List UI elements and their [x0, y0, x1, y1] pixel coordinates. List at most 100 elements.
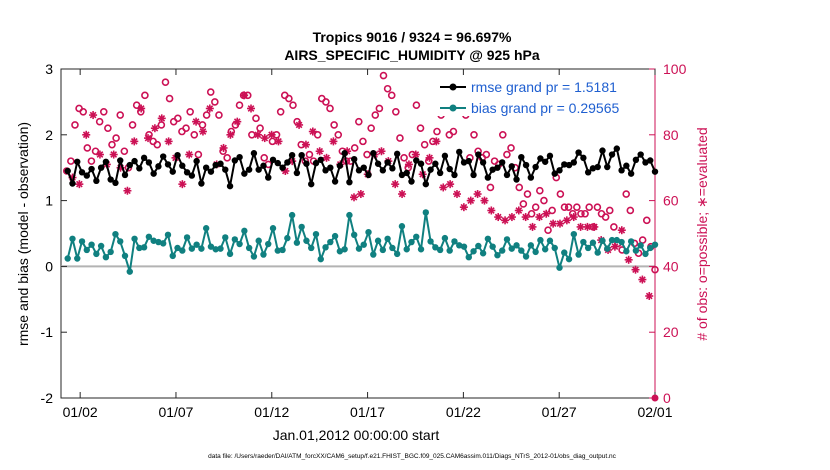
rmse-point [541, 158, 549, 165]
rmse-point [599, 147, 606, 154]
chart-subtitle: AIRS_SPECIFIC_HUMIDITY @ 925 hPa [284, 47, 540, 63]
plot-area: -2 -1 0 1 2 3 0 20 40 60 80 100 01/02 01/07 01/12 01/17… [41, 61, 687, 420]
obs-possible-marker [186, 107, 194, 116]
obs-possible-marker [141, 91, 149, 100]
rmse-point [331, 178, 339, 185]
rmse-point [413, 157, 420, 164]
obs-possible-marker [206, 88, 215, 96]
obs-possible-marker [99, 107, 108, 116]
obs-possible-marker [116, 111, 125, 119]
rmse-point [202, 164, 210, 171]
bias-point [217, 245, 224, 252]
obs-evaluated-marker [233, 117, 242, 126]
obs-possible-marker [128, 121, 137, 129]
y-tick-label-left: -1 [41, 324, 54, 340]
bias-point [145, 233, 153, 240]
bias-point [422, 209, 430, 216]
obs-possible-marker [387, 91, 396, 100]
obs-possible-marker [577, 209, 585, 218]
obs-possible-marker [182, 124, 190, 133]
bias-point [265, 240, 272, 248]
obs-possible-marker [416, 124, 425, 133]
x-tick-label: 01/02 [63, 404, 98, 420]
bias-point [623, 248, 630, 255]
obs-evaluated-marker [459, 203, 468, 212]
rmse-point [556, 167, 563, 174]
obs-possible-marker [252, 114, 260, 123]
bias-point [341, 246, 348, 253]
bias-point [484, 235, 492, 242]
obs-possible-marker [367, 124, 375, 133]
data-file-footnote: data file: /Users/raeder/DAI/ATM_forcXX/… [208, 453, 617, 460]
bias-point [179, 247, 186, 254]
rmse-point [136, 165, 143, 172]
rmse-point [575, 149, 582, 156]
obs-possible-marker [470, 131, 478, 139]
obs-possible-marker [371, 111, 380, 119]
obs-possible-marker [165, 94, 174, 103]
rmse-point [207, 168, 215, 175]
obs-possible-marker [540, 196, 548, 205]
obs-evaluated-marker [308, 127, 317, 136]
rmse-point [222, 166, 229, 173]
obs-evaluated-marker [205, 104, 214, 113]
rmse-point [494, 164, 501, 171]
bias-point [522, 253, 530, 260]
obs-possible-marker [482, 150, 491, 159]
obs-possible-marker [392, 107, 400, 116]
bias-point [169, 252, 176, 260]
y-tick-label-left: 3 [45, 61, 53, 77]
obs-possible-marker [194, 150, 203, 159]
rmse-point [341, 150, 348, 157]
rmse-point [255, 166, 262, 173]
y-tick-label-left: 0 [45, 258, 53, 274]
obs-evaluated-marker [82, 130, 91, 139]
obs-evaluated-marker [446, 180, 455, 189]
rmse-point [250, 150, 258, 157]
obs-possible-marker [104, 124, 112, 133]
bias-point [627, 238, 635, 245]
bias-point [83, 246, 91, 254]
obs-possible-marker [363, 150, 371, 159]
obs-possible-marker [67, 157, 75, 165]
bias-point [608, 236, 616, 244]
rmse-point [83, 172, 91, 179]
bias-point [451, 238, 458, 245]
bias-point [350, 231, 358, 239]
rmse-point [379, 167, 387, 174]
bias-point [432, 244, 439, 251]
bias-point [651, 241, 659, 248]
obs-evaluated-marker [432, 137, 441, 146]
rmse-point [403, 169, 410, 177]
rmse-point [479, 159, 487, 166]
bias-point [537, 236, 544, 244]
obs-evaluated-marker [95, 150, 104, 159]
obs-possible-marker [498, 131, 507, 139]
bias-point [594, 249, 601, 256]
obs-possible-marker [548, 206, 556, 215]
rmse-point [298, 151, 305, 159]
bias-point [637, 242, 644, 249]
rmse-point [126, 161, 133, 169]
rmse-point [365, 171, 372, 179]
bias-point [312, 230, 320, 238]
rmse-point [102, 158, 110, 165]
rmse-point [422, 180, 430, 188]
rmse-point [427, 166, 434, 173]
obs-evaluated-marker [610, 242, 619, 251]
rmse-point [336, 162, 344, 169]
bias-point [389, 244, 396, 252]
rmse-point [183, 169, 191, 176]
bias-point [121, 252, 129, 260]
rmse-point [284, 159, 291, 166]
obs-evaluated-marker [356, 190, 365, 199]
rmse-point [179, 162, 186, 169]
obs-possible-marker [313, 131, 322, 139]
rmse-point [350, 155, 358, 163]
rmse-point [384, 159, 391, 166]
bias-point [460, 243, 468, 250]
bias-point [241, 227, 248, 235]
obs-evaluated-marker [562, 216, 571, 225]
obs-possible-marker [202, 111, 211, 119]
rmse-point [117, 157, 124, 164]
